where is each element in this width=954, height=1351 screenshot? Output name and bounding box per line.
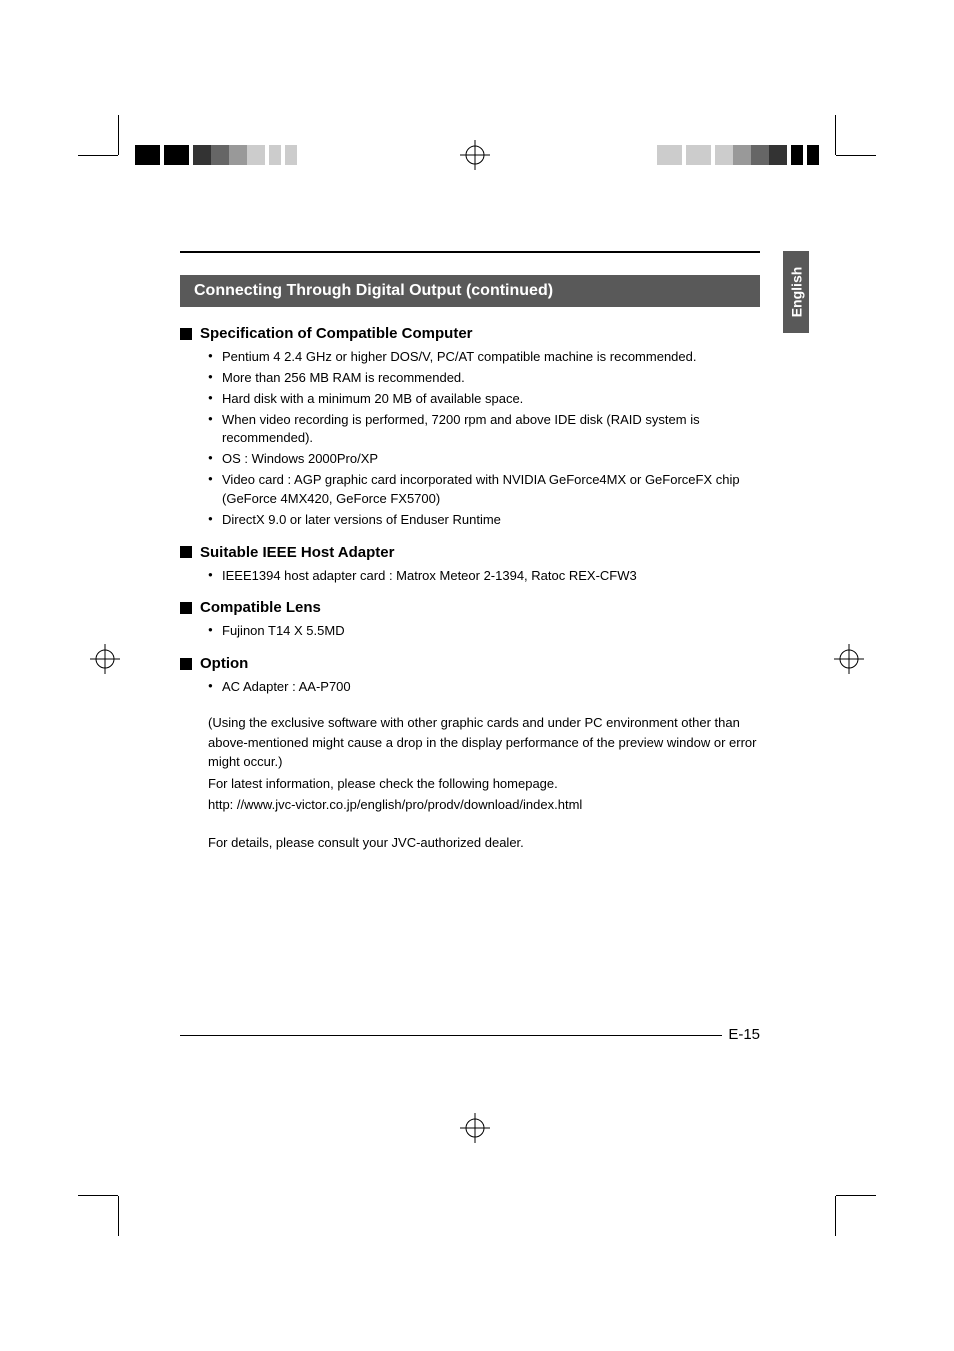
list-item: AC Adapter : AA-P700	[208, 678, 760, 697]
section-title: Suitable IEEE Host Adapter	[200, 544, 394, 561]
list-item: When video recording is performed, 7200 …	[208, 411, 760, 449]
notes-block: (Using the exclusive software with other…	[208, 713, 760, 852]
list-item: Video card : AGP graphic card incorporat…	[208, 471, 760, 509]
note-line: (Using the exclusive software with other…	[208, 713, 760, 772]
crop-mark	[836, 155, 876, 156]
bullet-list: Pentium 4 2.4 GHz or higher DOS/V, PC/AT…	[208, 348, 760, 530]
section-title: Specification of Compatible Computer	[200, 325, 473, 342]
note-line	[208, 817, 760, 831]
crop-mark	[78, 1195, 118, 1196]
square-bullet-icon	[180, 658, 192, 670]
section-heading: Compatible Lens	[180, 599, 760, 616]
crop-mark	[836, 1195, 876, 1196]
language-tab: English	[783, 251, 809, 333]
language-label: English	[788, 267, 804, 318]
top-rule	[180, 251, 760, 253]
registration-bar-top-left	[135, 145, 297, 165]
crop-mark	[118, 115, 119, 155]
section-heading: Option	[180, 655, 760, 672]
bullet-list: IEEE1394 host adapter card : Matrox Mete…	[208, 567, 760, 586]
page-title: Connecting Through Digital Output (conti…	[180, 275, 760, 307]
page-number: E-15	[722, 1026, 760, 1043]
crop-mark	[118, 1196, 119, 1236]
square-bullet-icon	[180, 546, 192, 558]
footer: E-15	[180, 1035, 760, 1036]
bullet-list: AC Adapter : AA-P700	[208, 678, 760, 697]
section-title: Option	[200, 655, 248, 672]
registration-bar-top-right	[657, 145, 819, 165]
list-item: Hard disk with a minimum 20 MB of availa…	[208, 390, 760, 409]
section-heading: Specification of Compatible Computer	[180, 325, 760, 342]
list-item: DirectX 9.0 or later versions of Enduser…	[208, 511, 760, 530]
section-heading: Suitable IEEE Host Adapter	[180, 544, 760, 561]
bullet-list: Fujinon T14 X 5.5MD	[208, 622, 760, 641]
crop-mark	[835, 1196, 836, 1236]
square-bullet-icon	[180, 602, 192, 614]
note-line: For latest information, please check the…	[208, 774, 760, 794]
registration-mark-icon	[460, 140, 490, 170]
registration-mark-icon	[834, 644, 864, 674]
crop-mark	[78, 155, 118, 156]
registration-mark-icon	[460, 1113, 490, 1143]
note-line: http: //www.jvc-victor.co.jp/english/pro…	[208, 795, 760, 815]
registration-mark-icon	[90, 644, 120, 674]
crop-mark	[835, 115, 836, 155]
note-line: For details, please consult your JVC-aut…	[208, 833, 760, 853]
section-title: Compatible Lens	[200, 599, 321, 616]
bottom-rule	[180, 1035, 760, 1036]
list-item: Fujinon T14 X 5.5MD	[208, 622, 760, 641]
page-content: Connecting Through Digital Output (conti…	[180, 251, 760, 854]
list-item: More than 256 MB RAM is recommended.	[208, 369, 760, 388]
list-item: IEEE1394 host adapter card : Matrox Mete…	[208, 567, 760, 586]
list-item: OS : Windows 2000Pro/XP	[208, 450, 760, 469]
list-item: Pentium 4 2.4 GHz or higher DOS/V, PC/AT…	[208, 348, 760, 367]
square-bullet-icon	[180, 328, 192, 340]
